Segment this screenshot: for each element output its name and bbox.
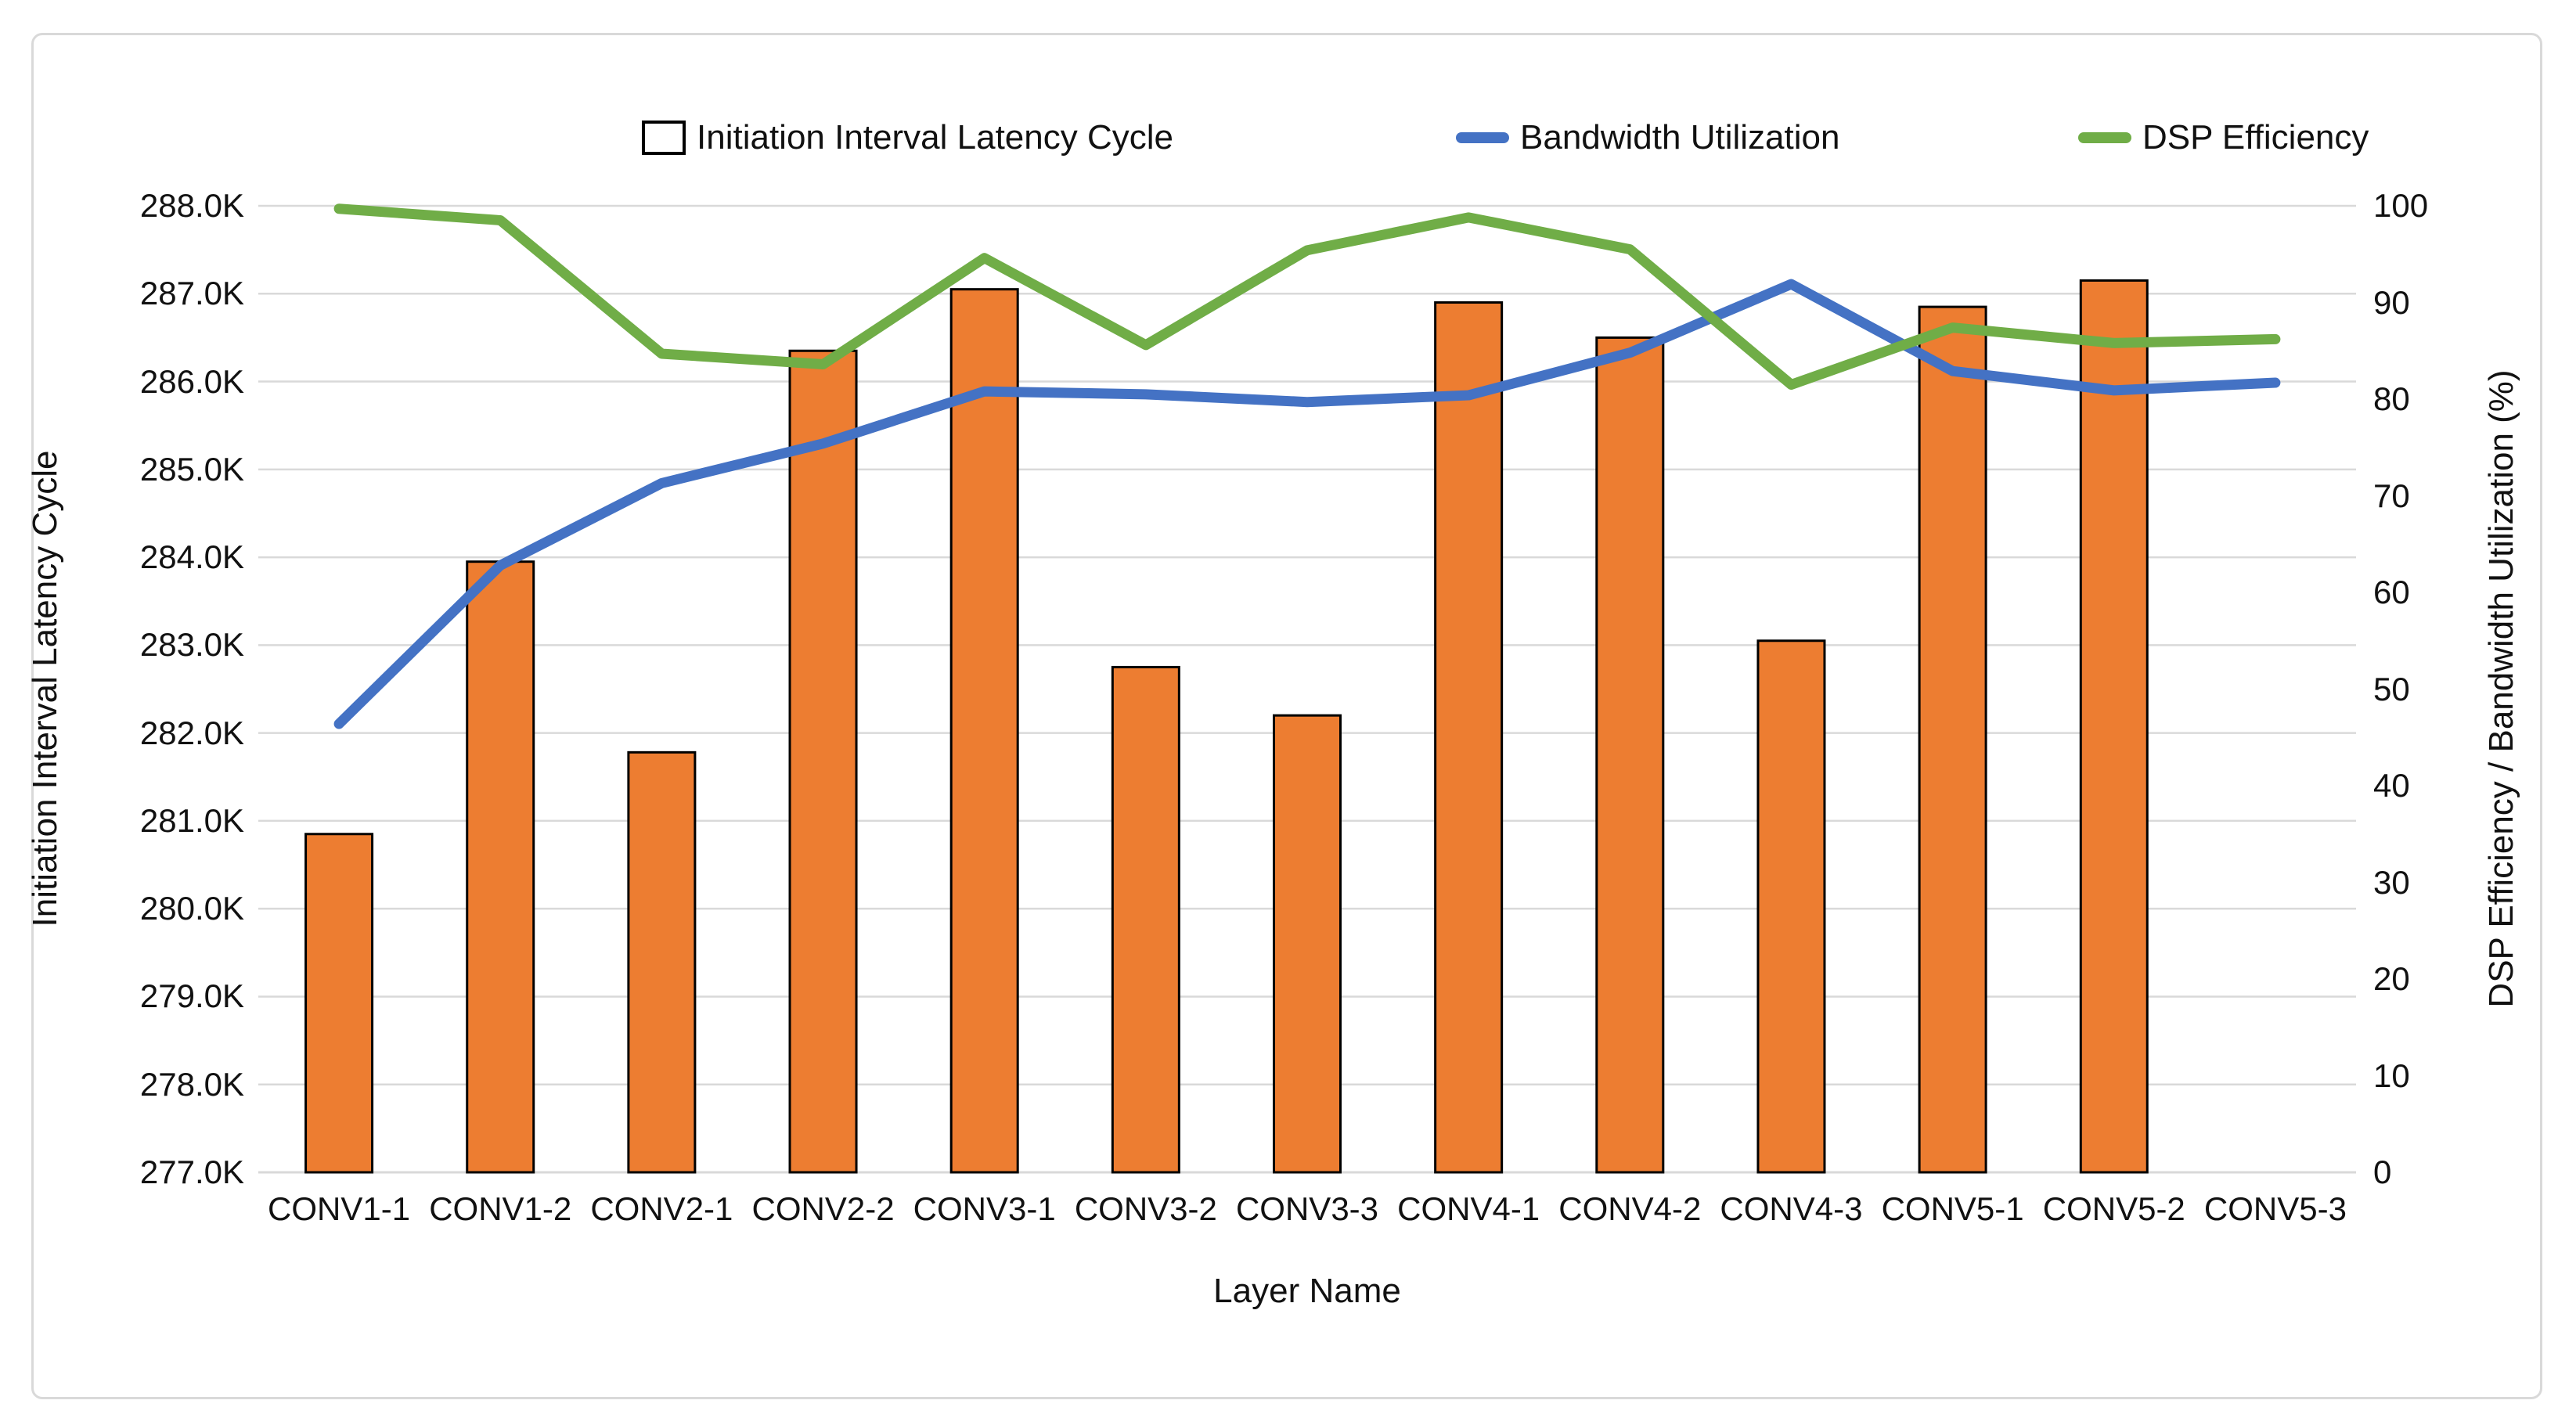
legend-label: DSP Efficiency (2142, 118, 2369, 157)
y-left-tick: 281.0K (139, 801, 244, 839)
left-axis-title: Initiation Interval Latency Cycle (26, 450, 64, 927)
y-right-tick: 50 (2373, 670, 2410, 707)
y-right-tick: 90 (2373, 283, 2410, 321)
legend-bar-swatch-icon (642, 121, 686, 155)
bar-conv3-3 (1273, 714, 1342, 1174)
x-tick: CONV2-1 (590, 1190, 733, 1227)
bar-conv1-1 (304, 833, 374, 1174)
line-bandwidth-utilization (333, 279, 2281, 729)
legend-item-bandwidth-utilization: Bandwidth Utilization (1456, 116, 1839, 160)
legend-item-initiation-interval-latency-cycle: Initiation Interval Latency Cycle (642, 116, 1173, 160)
x-tick: CONV1-2 (429, 1190, 572, 1227)
bar-conv1-2 (466, 560, 535, 1174)
y-left-tick: 282.0K (139, 714, 244, 751)
legend: Initiation Interval Latency Cycle Bandwi… (0, 116, 2576, 160)
x-tick: CONV1-1 (268, 1190, 411, 1227)
bar-conv5-1 (1918, 305, 1987, 1174)
y-right-tick: 30 (2373, 863, 2410, 901)
bar-conv3-2 (1111, 665, 1180, 1174)
y-left-tick: 279.0K (139, 977, 244, 1015)
y-left-tick: 288.0K (139, 187, 244, 224)
bar-conv4-1 (1434, 301, 1504, 1174)
y-right-tick: 0 (2373, 1154, 2392, 1190)
bar-conv3-1 (949, 288, 1019, 1174)
line-dsp-efficiency (333, 203, 2281, 390)
legend-item-dsp-efficiency: DSP Efficiency (2078, 116, 2369, 160)
legend-line-swatch-icon (2078, 132, 2131, 143)
legend-label: Bandwidth Utilization (1520, 118, 1840, 157)
y-left-tick: 287.0K (139, 275, 244, 312)
legend-label: Initiation Interval Latency Cycle (697, 118, 1173, 157)
y-left-tick: 277.0K (139, 1154, 244, 1190)
y-right-tick: 20 (2373, 960, 2410, 997)
x-tick: CONV3-3 (1235, 1190, 1379, 1227)
bar-conv5-2 (2079, 279, 2149, 1174)
bar-conv4-3 (1756, 639, 1826, 1174)
y-left-tick: 284.0K (139, 538, 244, 576)
y-left-tick: 286.0K (139, 362, 244, 400)
y-left-tick: 278.0K (139, 1065, 244, 1103)
x-tick: CONV3-1 (913, 1190, 1056, 1227)
x-tick: CONV4-1 (1397, 1190, 1540, 1227)
y-left-tick: 280.0K (139, 890, 244, 927)
x-tick: CONV5-1 (1881, 1190, 2024, 1227)
x-tick: CONV4-2 (1558, 1190, 1702, 1227)
x-tick: CONV3-2 (1074, 1190, 1217, 1227)
bar-conv2-2 (788, 349, 858, 1174)
y-right-tick: 60 (2373, 574, 2410, 610)
x-tick: CONV4-3 (1720, 1190, 1863, 1227)
y-right-tick: 10 (2373, 1056, 2410, 1094)
legend-line-swatch-icon (1456, 132, 1509, 143)
y-right-tick: 70 (2373, 477, 2410, 514)
x-tick: CONV2-2 (751, 1190, 895, 1227)
bar-conv4-2 (1595, 336, 1665, 1174)
y-right-tick: 100 (2373, 187, 2429, 224)
y-right-tick: 40 (2373, 767, 2410, 804)
y-left-tick: 285.0K (139, 450, 244, 488)
bar-conv2-1 (627, 750, 697, 1174)
x-tick: CONV5-3 (2203, 1190, 2347, 1227)
y-right-tick: 80 (2373, 380, 2410, 417)
x-axis-title: Layer Name (1213, 1272, 1401, 1310)
x-tick: CONV5-2 (2042, 1190, 2185, 1227)
y-left-tick: 283.0K (139, 626, 244, 664)
